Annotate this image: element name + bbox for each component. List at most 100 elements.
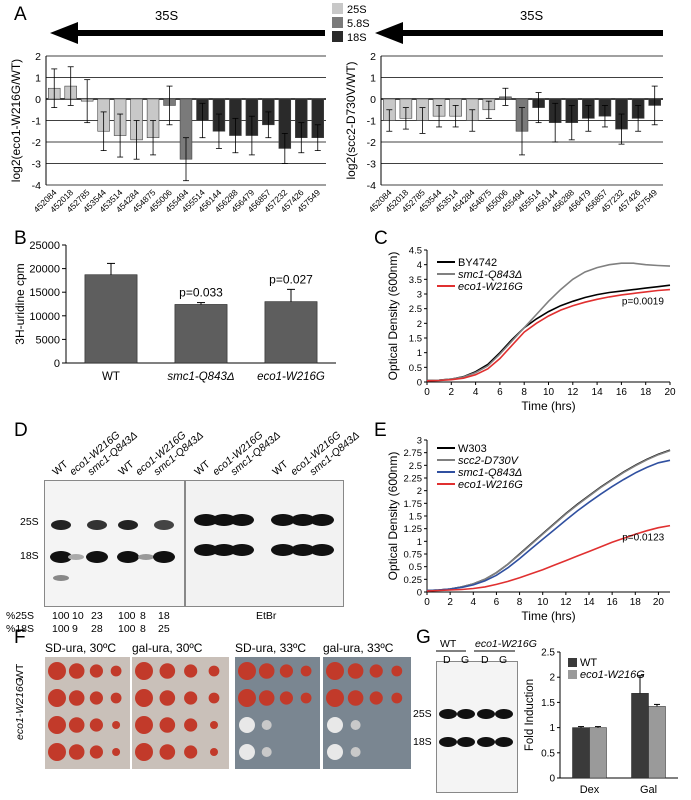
colony-spot	[68, 690, 85, 706]
g-gel-lane-1: D	[443, 654, 451, 666]
y-tick-label: 1.25	[404, 524, 423, 535]
x-tick-label: 0	[424, 597, 430, 608]
spot-colonies	[238, 662, 312, 760]
x-tick-label: 12	[560, 597, 572, 608]
colony-spot	[350, 720, 361, 730]
colony-spot	[258, 663, 275, 679]
y-tick-label: 0	[54, 358, 60, 370]
colony-spot	[327, 744, 343, 760]
p-value-annotation: p=0.0123	[622, 533, 664, 544]
legend-label: W303	[458, 443, 487, 455]
colony-spot	[210, 721, 218, 729]
series-line	[426, 459, 671, 592]
y-tick-label: 2	[370, 51, 376, 63]
colony-spot	[68, 663, 85, 679]
colony-spot	[135, 689, 153, 707]
y-tick-label: 0.5	[541, 748, 555, 759]
y-tick-label: 1	[417, 537, 422, 548]
x-axis-label: Time (hrs)	[521, 399, 575, 413]
y-tick-label: 2.25	[404, 474, 423, 485]
y-tick-label: 25000	[29, 240, 60, 252]
colony-spot	[350, 747, 361, 757]
y-tick-label: 1.75	[404, 499, 423, 510]
colony-spot	[391, 665, 403, 677]
colony-spot	[369, 691, 383, 705]
legend-swatch	[568, 658, 577, 667]
colony-spot	[279, 691, 293, 705]
x-tick-label: 2	[449, 387, 455, 398]
x-tick-label: 4	[473, 387, 479, 398]
y-axis-label: log2(scc2-D730V/WT)	[344, 61, 358, 179]
quant-row-label-18s: %18S	[6, 623, 35, 635]
quant-row-label-25s: %25S	[6, 610, 35, 622]
colony-spot	[391, 692, 403, 704]
colony-spot	[210, 748, 218, 756]
blot-band-label-25s: 25S	[20, 516, 39, 528]
colony-spot	[184, 745, 198, 759]
spot-panel-title: SD-ura, 30ºC	[45, 641, 117, 655]
legend-swatch	[568, 670, 577, 679]
x-tick-label: 12	[567, 387, 579, 398]
y-tick-label: 2	[35, 51, 41, 63]
x-tick-label: smc1-Q843Δ	[167, 371, 234, 383]
legend-label: eco1-W216G	[580, 669, 645, 681]
colony-spot	[89, 664, 103, 678]
colony-spot	[89, 691, 103, 705]
panel-letter-a: A	[14, 4, 27, 25]
colony-spot	[261, 747, 272, 757]
y-tick-label: 15000	[29, 287, 60, 299]
y-tick-label: -3	[32, 159, 41, 171]
y-tick-label: 1	[549, 723, 555, 734]
y-tick-label: 2.75	[404, 448, 423, 459]
quant-value: 100	[52, 610, 70, 622]
y-tick-label: 0	[417, 588, 422, 599]
p-value-annotation: p=0.033	[179, 286, 223, 300]
y-tick-label: 3	[417, 436, 422, 447]
etbr-label: EtBr	[256, 610, 277, 622]
x-tick-label: 4	[471, 597, 477, 608]
colony-spot	[48, 689, 66, 707]
quant-value: 8	[140, 610, 146, 622]
colony-spot	[68, 717, 85, 733]
legend-label: smc1-Q843Δ	[458, 467, 522, 479]
arrow-label-right: 35S	[520, 8, 543, 23]
colony-spot	[48, 662, 66, 680]
spot-panel-title: SD-ura, 33ºC	[235, 641, 307, 655]
quant-value: 100	[118, 623, 136, 635]
x-tick-label: 6	[494, 597, 500, 608]
y-tick-label: 0	[35, 94, 41, 106]
colony-spot	[184, 718, 198, 732]
legend-label: BY4742	[458, 257, 497, 269]
spot-assay-plate	[132, 657, 229, 769]
y-axis-label: Optical Density (600nm)	[386, 252, 400, 381]
y-tick-label: 4.5	[409, 246, 422, 257]
panel-letter-b: B	[14, 228, 27, 249]
colony-spot	[184, 664, 198, 678]
y-axis-label: log2(eco1-W216G/WT)	[9, 59, 23, 182]
y-tick-label: -1	[32, 116, 41, 128]
colony-spot	[89, 718, 103, 732]
colony-spot	[159, 717, 176, 733]
colony-spot	[135, 716, 153, 734]
colony-spot	[369, 664, 383, 678]
colony-spot	[258, 690, 275, 706]
p-value-annotation: p=0.0019	[622, 297, 664, 308]
colony-spot	[238, 689, 256, 707]
legend-label: eco1-W216G	[458, 281, 523, 293]
colony-spot	[239, 717, 255, 733]
colony-spot	[327, 717, 343, 733]
colony-spot	[208, 665, 220, 677]
colony-spot	[159, 663, 176, 679]
x-tick-label: 6	[497, 387, 503, 398]
x-tick-label: 14	[583, 597, 595, 608]
series-line	[426, 288, 671, 382]
y-axis-label: Fold Induction	[524, 679, 536, 751]
y-tick-label: 1.5	[409, 512, 422, 523]
quant-value: 10	[72, 610, 84, 622]
colony-spot	[300, 665, 312, 677]
